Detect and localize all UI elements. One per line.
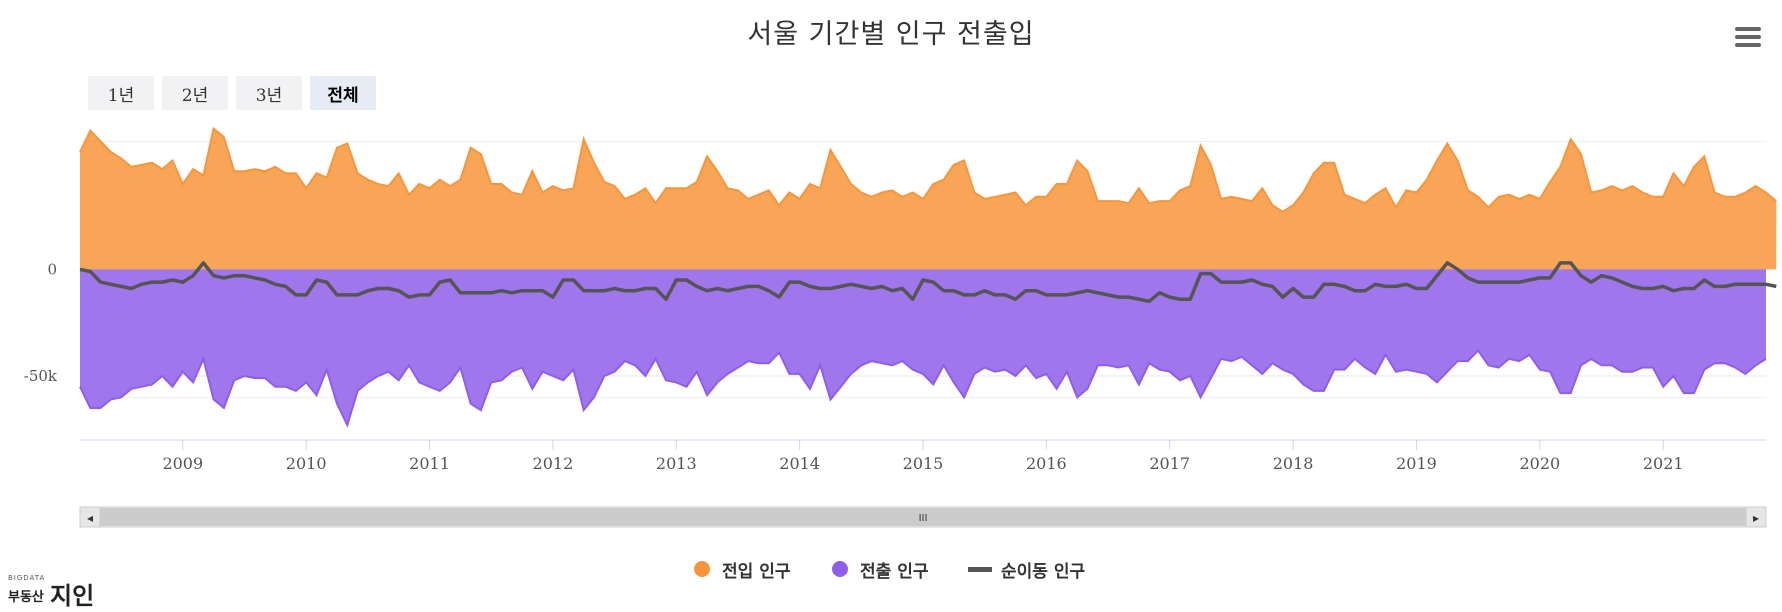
legend-label-inflow: 전입 인구 [722, 562, 791, 582]
x-tick-label: 2013 [656, 454, 697, 473]
legend-label-net: 순이동 인구 [1001, 562, 1086, 582]
chart-legend: 전입 인구 전출 인구 순이동 인구 [0, 556, 1782, 584]
series-area-1 [80, 269, 1766, 426]
x-tick-label: 2021 [1643, 454, 1684, 473]
scrollbar-right-arrow-icon: ▸ [1753, 511, 1759, 525]
scrollbar-grip-icon: III [919, 513, 928, 524]
series-outline-0 [79, 126, 1777, 213]
legend-dot-icon [694, 561, 710, 577]
x-tick-label: 2010 [286, 454, 327, 473]
legend-label-outflow: 전출 인구 [860, 562, 929, 582]
x-tick-label: 2009 [162, 454, 203, 473]
series-line-2 [79, 261, 1777, 304]
y-tick-label: -50k [24, 367, 58, 385]
scrollbar-right-button [1745, 506, 1767, 528]
legend-line-icon [968, 567, 992, 572]
scrollbar-thumb [100, 508, 1746, 526]
x-tick-label: 2012 [533, 454, 574, 473]
chart-area: 0 -50k 2009 2010 2011 2012 2013 2014 2015 2016 201… [24, 126, 1777, 528]
x-tick-label: 2016 [1026, 454, 1067, 473]
x-tick-label: 2020 [1519, 454, 1560, 473]
series-outline-1 [79, 348, 1767, 428]
hamburger-menu-icon[interactable] [1733, 24, 1763, 50]
series-area-0 [80, 128, 1777, 270]
scrollbar-left-arrow-icon: ◂ [87, 511, 93, 525]
y-tick-label: 0 [47, 260, 57, 278]
logo-text-2: 지인 [50, 582, 95, 610]
logo-small-text: BIGDATA [8, 574, 46, 582]
range-button-all[interactable]: 전체 [310, 76, 376, 110]
scrollbar-left-button [79, 506, 101, 528]
x-tick-label: 2019 [1396, 454, 1437, 473]
chart-title: 서울 기간별 인구 전출입 [747, 19, 1035, 50]
logo-text-1: 부동산 [8, 590, 44, 605]
legend-dot-icon [832, 561, 848, 577]
range-button-3y[interactable]: 3년 [236, 76, 302, 110]
x-tick-label: 2011 [409, 454, 450, 473]
range-button-1y[interactable]: 1년 [88, 76, 154, 110]
x-tick-label: 2018 [1273, 454, 1314, 473]
x-tick-label: 2015 [903, 454, 944, 473]
x-tick-label: 2014 [779, 454, 820, 473]
brand-logo: BIGDATA 부동산 지인 [8, 574, 128, 610]
x-tick-label: 2017 [1149, 454, 1190, 473]
range-button-2y[interactable]: 2년 [162, 76, 228, 110]
